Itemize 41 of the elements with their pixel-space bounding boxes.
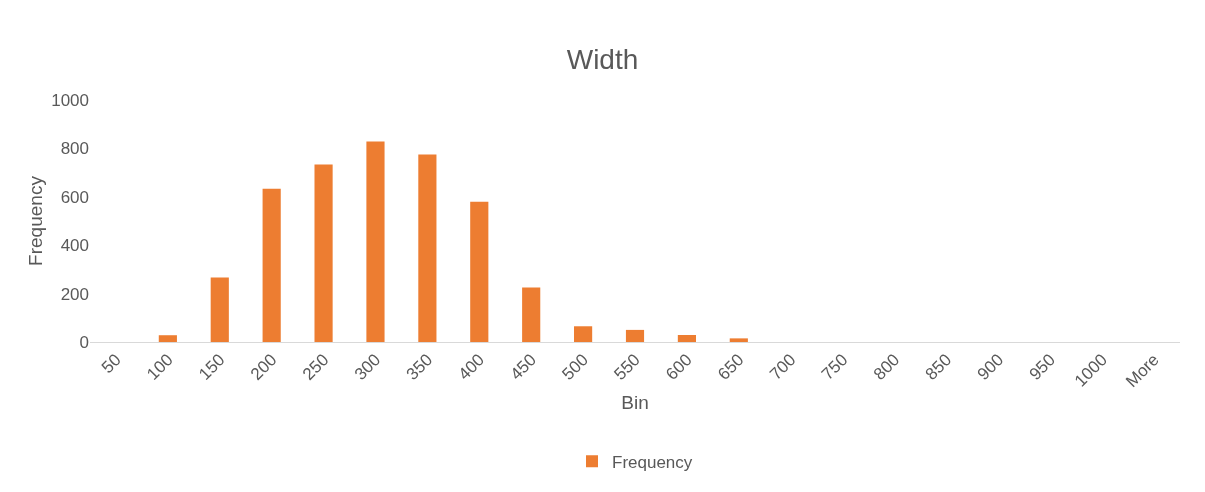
- x-tick-label: 450: [506, 350, 541, 384]
- x-tick-label: 200: [247, 350, 281, 384]
- x-tick-label: 500: [558, 350, 592, 384]
- bar: [158, 335, 177, 342]
- x-tick-label: 50: [97, 350, 125, 378]
- x-tick-label: 700: [766, 350, 800, 384]
- x-tick-label: 550: [610, 350, 644, 384]
- chart-title: Width: [566, 43, 639, 75]
- bar: [574, 326, 593, 342]
- y-axis-title: Frequency: [25, 175, 46, 266]
- bar: [314, 164, 333, 342]
- legend-label: Frequency: [612, 452, 693, 472]
- y-tick-label: 1000: [51, 90, 89, 110]
- y-tick-label: 200: [60, 284, 89, 304]
- bar: [418, 154, 437, 342]
- y-tick-label: 800: [60, 139, 89, 159]
- bar: [625, 329, 645, 342]
- y-tick-label: 400: [60, 236, 89, 256]
- x-tick-label: 150: [195, 350, 229, 384]
- bar: [729, 338, 748, 342]
- bar: [262, 188, 281, 342]
- bar: [470, 201, 489, 342]
- x-tick-label: 600: [662, 350, 696, 384]
- x-tick-label: 900: [973, 350, 1008, 384]
- x-tick-label: 300: [350, 350, 385, 384]
- x-tick-label: 950: [1025, 350, 1060, 384]
- bar: [677, 334, 696, 342]
- x-tick-label: 800: [869, 350, 904, 384]
- x-tick-label: 100: [143, 350, 177, 384]
- bar: [522, 287, 541, 342]
- y-tick-label: 600: [60, 187, 89, 207]
- x-tick-label: 250: [298, 350, 333, 384]
- bar: [366, 141, 385, 342]
- x-axis-title: Bin: [621, 392, 649, 413]
- x-tick-label: 650: [714, 350, 748, 384]
- x-tick-label: 400: [454, 350, 489, 384]
- x-tick-label: 750: [817, 350, 852, 384]
- y-tick-label: 0: [79, 332, 89, 352]
- x-tick-label: 850: [921, 350, 956, 384]
- bar: [210, 277, 229, 342]
- x-tick-label: 350: [402, 350, 437, 384]
